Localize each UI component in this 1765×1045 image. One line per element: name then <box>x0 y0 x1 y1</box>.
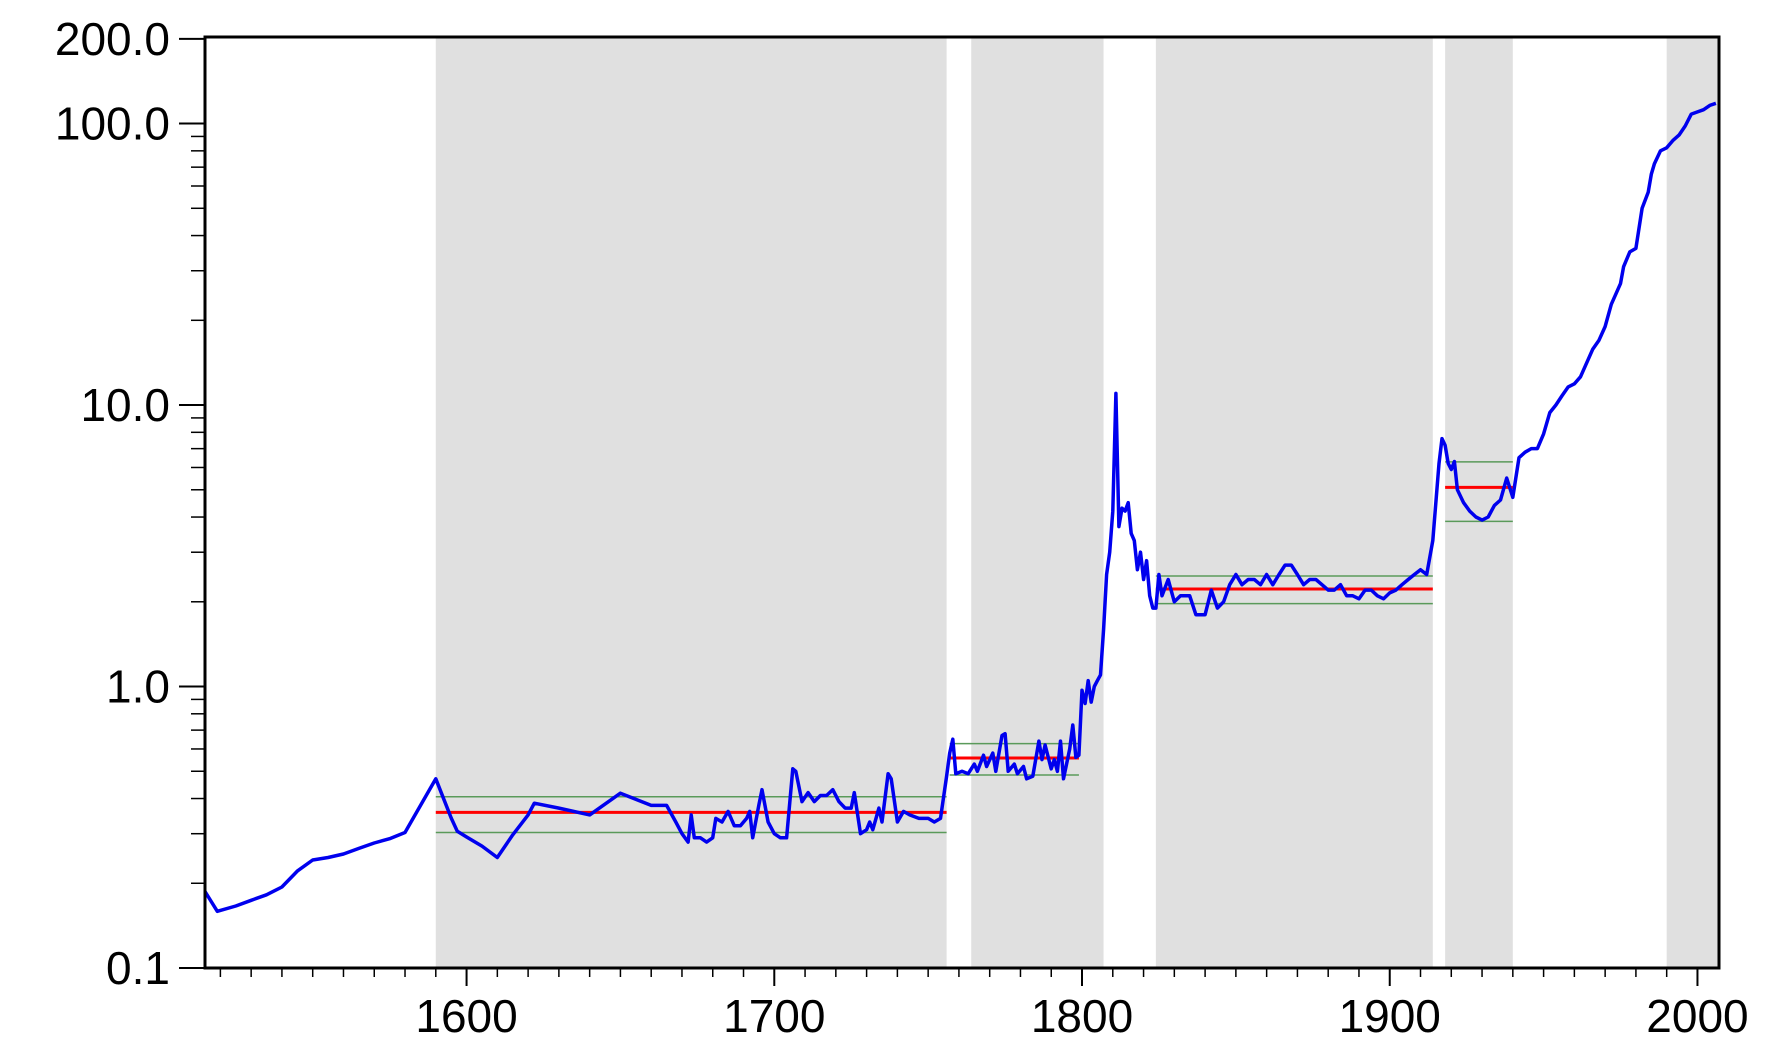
shaded-periods <box>435 37 1719 968</box>
plot-frame <box>203 35 1721 970</box>
y-tick-label: 200.0 <box>55 13 170 65</box>
y-tick-label: 0.1 <box>106 942 170 994</box>
shaded-period <box>971 37 1104 968</box>
data-line <box>203 101 1717 914</box>
x-tick-label: 2000 <box>1646 990 1748 1042</box>
x-tick-label: 1700 <box>723 990 825 1042</box>
shaded-period <box>1155 37 1433 968</box>
data-lines <box>203 101 1717 914</box>
y-tick-label: 100.0 <box>55 98 170 150</box>
x-tick-label: 1800 <box>1031 990 1133 1042</box>
axes: 0.1 1.0 10.0 100.0 200.0 1600 1700 1800 1900 2000 <box>55 13 1749 1042</box>
x-tick-label: 1600 <box>415 990 517 1042</box>
shaded-period <box>1445 37 1513 968</box>
y-tick-label: 10.0 <box>80 379 170 431</box>
y-tick-label: 1.0 <box>106 661 170 713</box>
regimes <box>435 461 1513 834</box>
x-tick-label: 1900 <box>1339 990 1441 1042</box>
shaded-period <box>1666 37 1719 968</box>
